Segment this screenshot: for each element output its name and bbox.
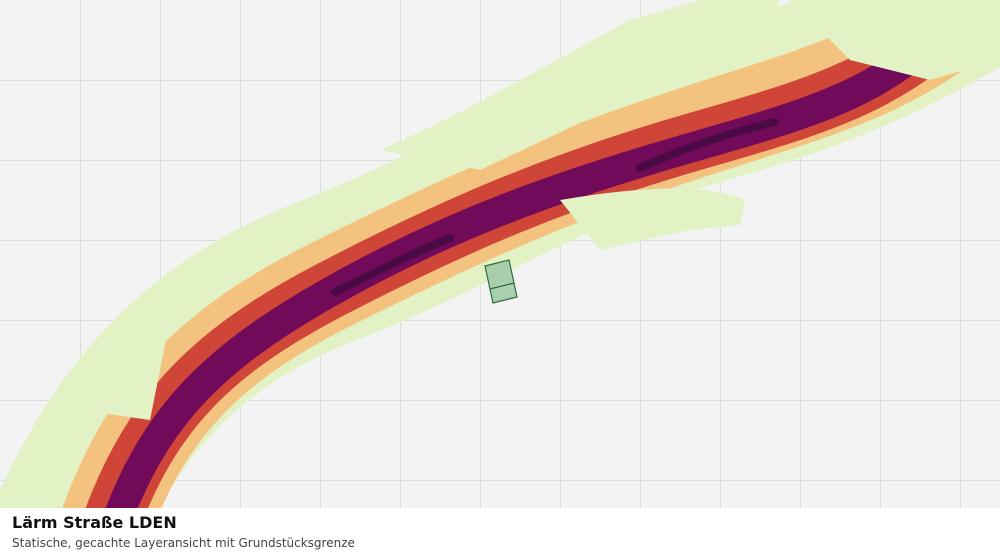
noise-band-max — [331, 118, 779, 296]
noise-map — [0, 0, 1000, 508]
legend-footer: Lärm Straße LDEN Statische, gecachte Lay… — [0, 508, 1000, 560]
noise-band-very-high — [105, 0, 992, 508]
map-title: Lärm Straße LDEN — [12, 513, 177, 532]
parcel-boundary — [484, 259, 518, 304]
map-subtitle: Statische, gecachte Layeransicht mit Gru… — [12, 536, 355, 550]
light-noise-patches — [80, 0, 1000, 420]
